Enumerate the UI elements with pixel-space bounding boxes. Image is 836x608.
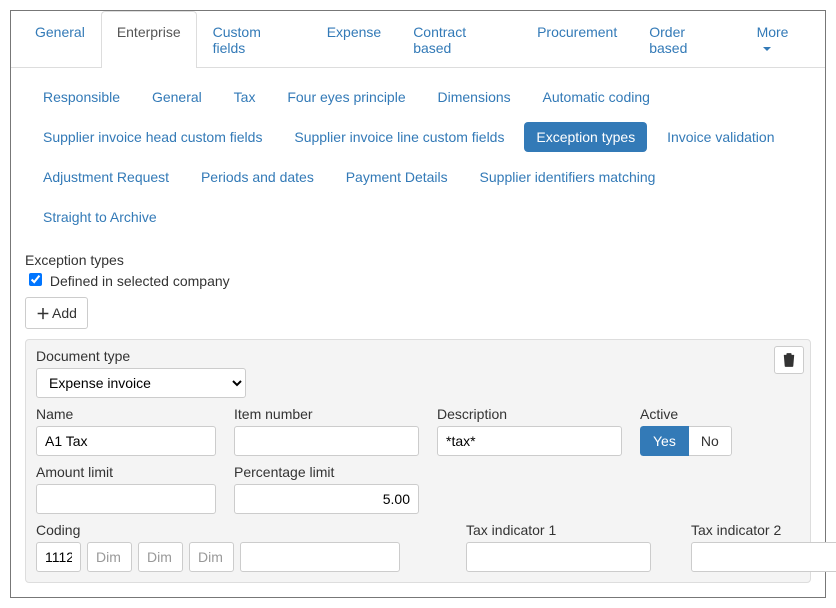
subtab-line-custom-fields[interactable]: Supplier invoice line custom fields [282, 122, 516, 152]
subtab-supplier-id-matching[interactable]: Supplier identifiers matching [468, 162, 668, 192]
coding-dim2-input[interactable] [87, 542, 132, 572]
coding-dim3-input[interactable] [138, 542, 183, 572]
tab-general[interactable]: General [19, 11, 101, 68]
subtab-general[interactable]: General [140, 82, 214, 112]
tab-enterprise[interactable]: Enterprise [101, 11, 197, 68]
subtab-periods-dates[interactable]: Periods and dates [189, 162, 326, 192]
amount-limit-label: Amount limit [36, 464, 216, 480]
coding-dim4-input[interactable] [189, 542, 234, 572]
doc-type-select[interactable]: Expense invoice [36, 368, 246, 398]
defined-in-company-checkbox[interactable] [29, 273, 42, 286]
section-title: Exception types [25, 252, 811, 268]
main-tabs: General Enterprise Custom fields Expense… [11, 11, 825, 68]
tax-ind1-label: Tax indicator 1 [466, 522, 651, 538]
coding-label: Coding [36, 522, 426, 538]
coding-dim1-input[interactable] [36, 542, 81, 572]
tax-ind2-input[interactable] [691, 542, 836, 572]
subtab-adjustment-request[interactable]: Adjustment Request [31, 162, 181, 192]
tax-ind2-label: Tax indicator 2 [691, 522, 836, 538]
defined-in-company-label: Defined in selected company [50, 273, 230, 289]
exception-panel: Document type Expense invoice Name Item … [25, 339, 811, 583]
percentage-limit-input[interactable] [234, 484, 419, 514]
subtab-tax[interactable]: Tax [222, 82, 268, 112]
exception-types-section: Exception types Defined in selected comp… [11, 250, 825, 597]
tab-custom-fields[interactable]: Custom fields [197, 11, 311, 68]
active-yes-button[interactable]: Yes [640, 426, 689, 456]
add-button[interactable]: ＋Add [25, 297, 88, 329]
doc-type-label: Document type [36, 348, 800, 364]
subtab-four-eyes[interactable]: Four eyes principle [275, 82, 417, 112]
trash-icon [783, 353, 795, 367]
item-number-input[interactable] [234, 426, 419, 456]
subtab-straight-to-archive[interactable]: Straight to Archive [31, 202, 169, 232]
subtab-dimensions[interactable]: Dimensions [426, 82, 523, 112]
tab-expense[interactable]: Expense [311, 11, 397, 68]
percentage-limit-label: Percentage limit [234, 464, 419, 480]
subtab-payment-details[interactable]: Payment Details [334, 162, 460, 192]
name-input[interactable] [36, 426, 216, 456]
description-label: Description [437, 406, 622, 422]
delete-button[interactable] [774, 346, 804, 374]
tab-procurement[interactable]: Procurement [521, 11, 633, 68]
subtab-responsible[interactable]: Responsible [31, 82, 132, 112]
subtab-invoice-validation[interactable]: Invoice validation [655, 122, 786, 152]
subtab-head-custom-fields[interactable]: Supplier invoice head custom fields [31, 122, 274, 152]
tab-order-based[interactable]: Order based [633, 11, 740, 68]
tax-ind1-input[interactable] [466, 542, 651, 572]
name-label: Name [36, 406, 216, 422]
active-label: Active [640, 406, 732, 422]
tab-more-dropdown[interactable]: More [741, 11, 817, 68]
subtab-automatic-coding[interactable]: Automatic coding [531, 82, 662, 112]
description-input[interactable] [437, 426, 622, 456]
settings-panel: General Enterprise Custom fields Expense… [10, 10, 826, 598]
item-number-label: Item number [234, 406, 419, 422]
tab-contract-based[interactable]: Contract based [397, 11, 521, 68]
active-no-button[interactable]: No [689, 426, 732, 456]
amount-limit-input[interactable] [36, 484, 216, 514]
sub-tabs: Responsible General Tax Four eyes princi… [11, 68, 825, 250]
coding-extra-input[interactable] [240, 542, 400, 572]
subtab-exception-types[interactable]: Exception types [524, 122, 647, 152]
